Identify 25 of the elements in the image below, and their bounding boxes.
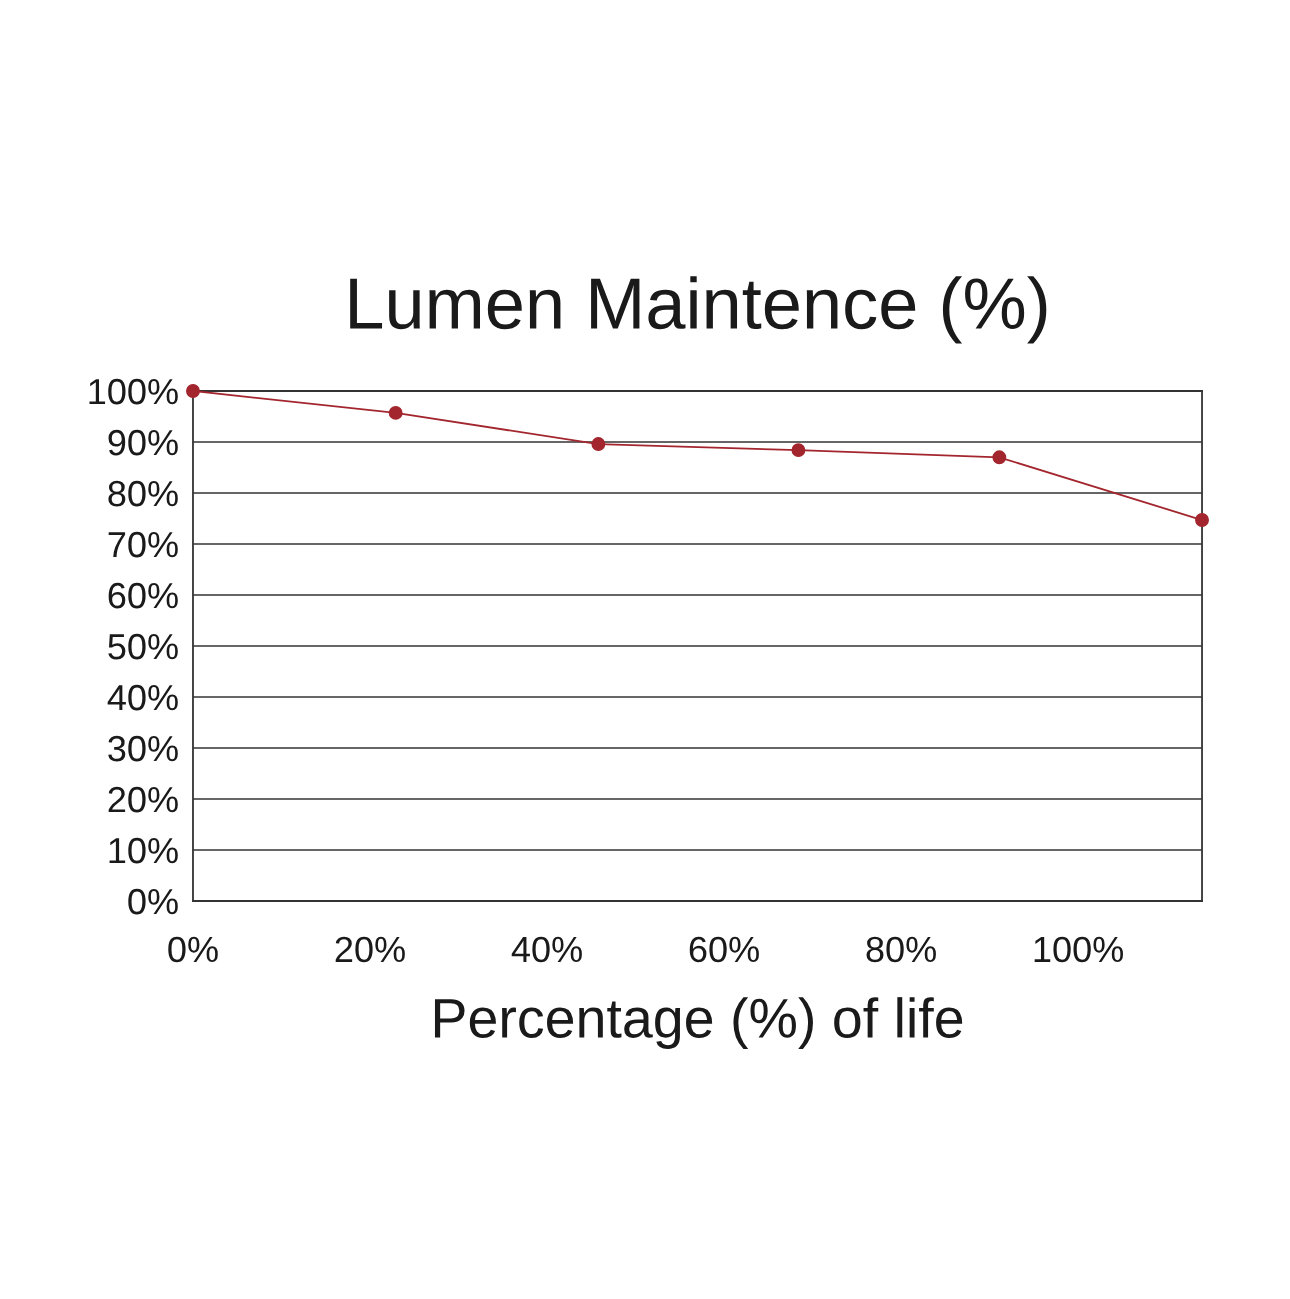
point <box>186 384 200 398</box>
y-tick-label: 40% <box>107 684 178 711</box>
y-tick-label: 60% <box>108 582 178 609</box>
y-tick-label: 0% <box>128 888 178 915</box>
y-tick-label: 10% <box>109 837 178 864</box>
point <box>388 405 403 420</box>
y-tick-label: 100% <box>89 378 178 405</box>
point <box>791 443 806 458</box>
y-tick-label: 80% <box>108 480 178 507</box>
y-tick-label: 90% <box>108 429 178 456</box>
x-tick-label: 40% <box>511 936 582 963</box>
y-tick-label: 70% <box>108 531 178 558</box>
y-tick-label: 20% <box>108 786 178 813</box>
x-tick-label: 80% <box>866 936 936 963</box>
x-axis-title: Percentage (%) of life <box>434 997 963 1049</box>
point <box>1195 513 1209 527</box>
x-tick-label: 0% <box>168 936 218 963</box>
point <box>992 450 1007 465</box>
chart-title: Lumen Maintence (%) <box>350 276 1047 344</box>
point <box>591 437 606 451</box>
y-tick-label: 50% <box>108 633 178 660</box>
y-tick-label: 30% <box>108 735 178 762</box>
x-tick-label: 60% <box>689 936 759 963</box>
x-tick-label: 100% <box>1034 936 1123 963</box>
x-tick-label: 20% <box>335 936 405 963</box>
